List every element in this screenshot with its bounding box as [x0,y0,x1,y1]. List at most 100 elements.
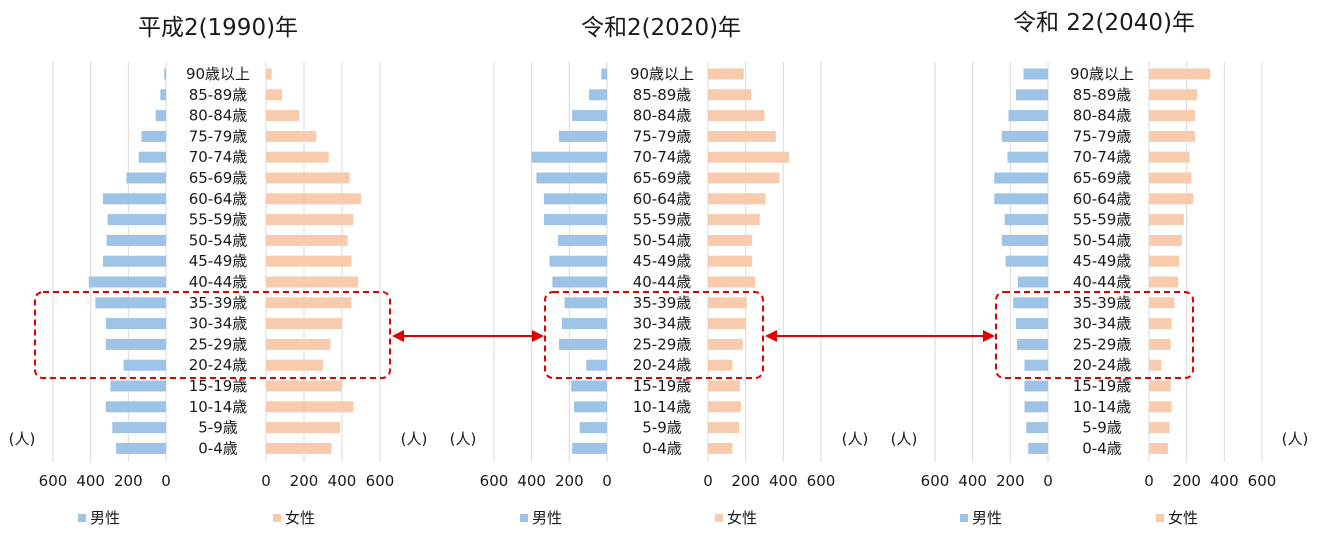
age-label: 50-54歳 [633,231,692,249]
tick-label-female: 600 [1248,472,1277,490]
bar-male-80-84歳 [1008,110,1048,122]
bar-male-10-14歳 [105,401,166,413]
bar-female-55-59歳 [1149,214,1184,226]
age-label: 90歳以上 [630,65,694,83]
bar-female-75-79歳 [1149,130,1196,142]
age-label: 0-4歳 [1082,439,1122,457]
bar-female-50-54歳 [708,234,753,246]
age-label: 75-79歳 [1073,127,1132,145]
bar-male-85-89歳 [160,89,166,101]
age-label: 50-54歳 [1073,231,1132,249]
age-label: 15-19歳 [189,377,248,395]
bar-male-80-84歳 [572,110,607,122]
bar-female-35-39歳 [708,297,747,309]
bar-female-90歳以上 [266,68,272,80]
bar-female-5-9歳 [1149,422,1170,434]
age-label: 5-9歳 [1082,419,1122,437]
bar-female-75-79歳 [708,130,776,142]
legend-label-male: 男性 [532,509,562,527]
tick-label-male: 600 [921,472,950,490]
bar-male-75-79歳 [558,130,607,142]
bar-female-30-34歳 [1149,318,1172,330]
bar-female-0-4歳 [708,442,733,454]
age-label: 90歳以上 [1070,65,1134,83]
tick-label-male: 200 [114,472,143,490]
bar-male-30-34歳 [1015,318,1048,330]
tick-label-female: 200 [731,472,760,490]
age-label: 70-74歳 [633,148,692,166]
tick-label-female: 0 [261,472,271,490]
highlight-box [34,291,391,379]
bar-male-60-64歳 [102,193,166,205]
age-label: 65-69歳 [633,169,692,187]
bar-male-35-39歳 [95,297,166,309]
age-label: 10-14歳 [189,398,248,416]
bar-female-0-4歳 [266,442,332,454]
highlight-box [995,291,1194,379]
tick-label-female: 400 [1210,472,1239,490]
chart-title: 令和2(2020)年 [581,15,741,41]
bar-female-10-14歳 [266,401,354,413]
bar-female-45-49歳 [266,255,352,267]
age-label: 75-79歳 [189,127,248,145]
tick-label-male: 400 [958,472,987,490]
bar-female-30-34歳 [266,318,342,330]
bar-male-10-14歳 [574,401,607,413]
bar-male-70-74歳 [531,151,607,163]
bar-male-35-39歳 [564,297,607,309]
arrow-1990-2020 [392,330,544,342]
tick-label-female: 600 [366,472,395,490]
bar-female-90歳以上 [708,68,744,80]
age-label: 20-24歳 [1073,356,1132,374]
age-label: 25-29歳 [633,335,692,353]
bar-male-55-59歳 [543,214,607,226]
bar-female-70-74歳 [1149,151,1190,163]
bar-male-45-49歳 [1005,255,1048,267]
bar-male-55-59歳 [107,214,166,226]
bar-male-50-54歳 [1001,234,1048,246]
bar-female-85-89歳 [708,89,752,101]
age-label: 45-49歳 [633,252,692,270]
age-label: 80-84歳 [189,107,248,125]
age-label: 65-69歳 [189,169,248,187]
bar-male-0-4歳 [1028,442,1048,454]
age-label: 65-69歳 [1073,169,1132,187]
age-label: 20-24歳 [189,356,248,374]
arrow-head-left [765,330,777,342]
bar-female-60-64歳 [1149,193,1194,205]
legend-label-female: 女性 [727,509,757,527]
bar-female-50-54歳 [266,234,348,246]
age-label: 35-39歳 [189,294,248,312]
tick-label-female: 400 [769,472,798,490]
age-label: 40-44歳 [633,273,692,291]
bar-male-20-24歳 [586,359,607,371]
unit-label-right: (人) [1282,430,1309,448]
tick-label-male: 0 [602,472,612,490]
bar-female-80-84歳 [266,110,300,122]
age-label: 85-89歳 [189,86,248,104]
bar-female-55-59歳 [708,214,760,226]
bar-male-75-79歳 [1001,130,1048,142]
bar-female-35-39歳 [266,297,352,309]
tick-label-male: 600 [39,472,68,490]
chart-title: 平成2(1990)年 [138,15,298,41]
tick-label-female: 200 [290,472,319,490]
bar-female-15-19歳 [708,380,741,392]
bar-male-15-19歳 [571,380,607,392]
bar-male-85-89歳 [589,89,607,101]
bar-male-90歳以上 [1023,68,1048,80]
bar-male-10-14歳 [1024,401,1048,413]
bar-male-65-69歳 [994,172,1048,184]
bar-male-55-59歳 [1004,214,1048,226]
tick-label-female: 0 [1144,472,1154,490]
bar-male-65-69歳 [126,172,166,184]
bar-female-45-49歳 [708,255,753,267]
age-label: 55-59歳 [633,211,692,229]
bar-female-85-89歳 [266,89,283,101]
age-label: 30-34歳 [1073,315,1132,333]
bar-male-45-49歳 [102,255,166,267]
age-label: 30-34歳 [189,315,248,333]
bar-male-5-9歳 [579,422,607,434]
age-label: 85-89歳 [633,86,692,104]
age-label: 60-64歳 [189,190,248,208]
